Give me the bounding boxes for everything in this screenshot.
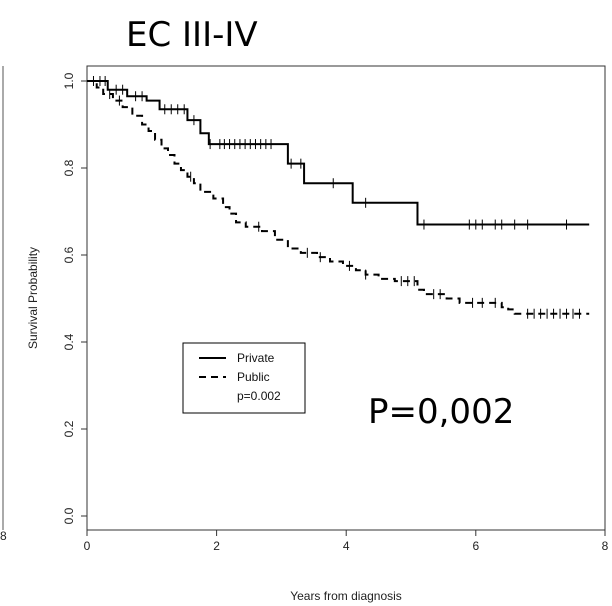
- series-line-private: [87, 80, 590, 226]
- left-panel-fragment-tick: 8: [0, 529, 7, 543]
- x-tick-label: 8: [602, 539, 609, 553]
- x-axis-label: Years from diagnosis: [290, 589, 402, 603]
- x-axis: 0 2 4 6 8: [84, 530, 609, 553]
- legend-label-public: Public: [237, 370, 270, 384]
- plot-frame: [86, 65, 606, 531]
- y-tick-label: 1.0: [62, 72, 76, 89]
- x-tick-label: 2: [213, 539, 220, 553]
- x-tick-label: 6: [472, 539, 479, 553]
- series-line-public: [87, 80, 590, 315]
- y-tick-label: 0.6: [62, 246, 76, 263]
- legend: Private Public p=0.002: [182, 342, 306, 414]
- y-axis: 0.0 0.2 0.4 0.6 0.8 1.0: [62, 72, 87, 524]
- x-tick-label: 4: [343, 539, 350, 553]
- p-value-annotation: P=0,002: [368, 392, 514, 432]
- y-tick-label: 0.2: [62, 420, 76, 437]
- y-tick-label: 0.0: [62, 507, 76, 524]
- legend-pvalue: p=0.002: [237, 389, 281, 403]
- series-layer: [87, 76, 590, 319]
- y-tick-label: 0.4: [62, 333, 76, 350]
- x-tick-label: 0: [84, 539, 91, 553]
- y-tick-label: 0.8: [62, 159, 76, 176]
- y-axis-label: Survival Probability: [26, 247, 40, 349]
- chart-title: EC III-IV: [126, 15, 258, 55]
- legend-label-private: Private: [237, 351, 275, 365]
